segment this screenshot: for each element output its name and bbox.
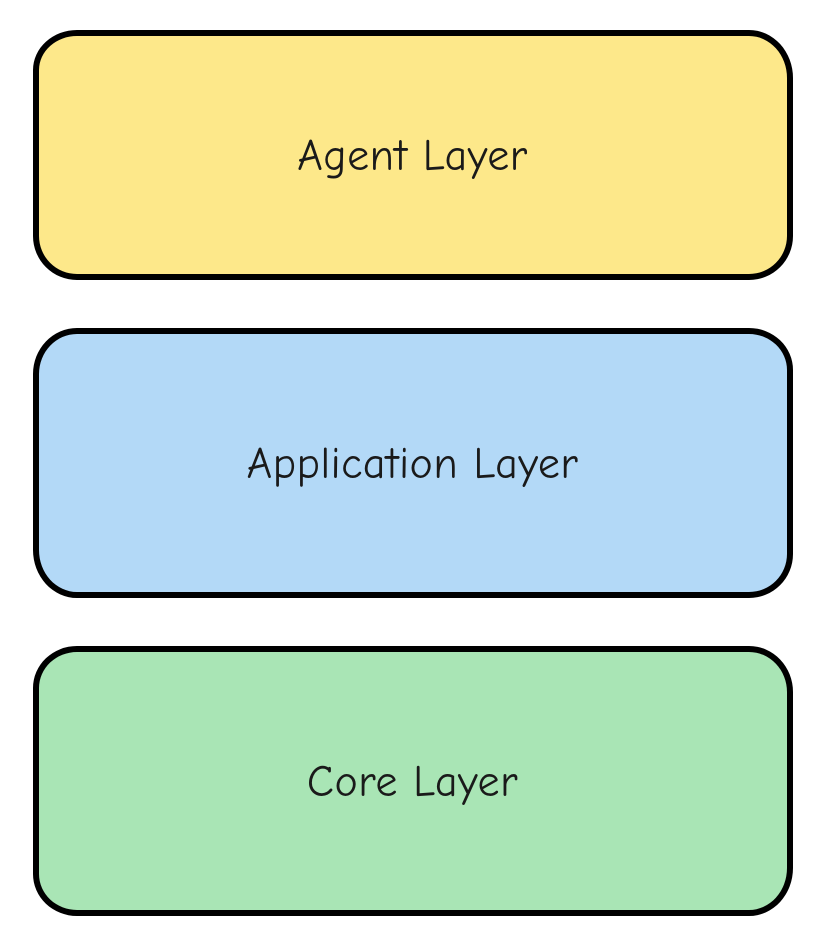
layer-box-agent: Agent Layer	[33, 30, 793, 280]
layer-label-agent: Agent Layer	[297, 130, 528, 181]
layer-label-application: Application Layer	[247, 438, 579, 489]
layer-box-core: Core Layer	[33, 646, 793, 916]
layer-label-core: Core Layer	[307, 756, 518, 807]
layer-box-application: Application Layer	[33, 328, 793, 598]
